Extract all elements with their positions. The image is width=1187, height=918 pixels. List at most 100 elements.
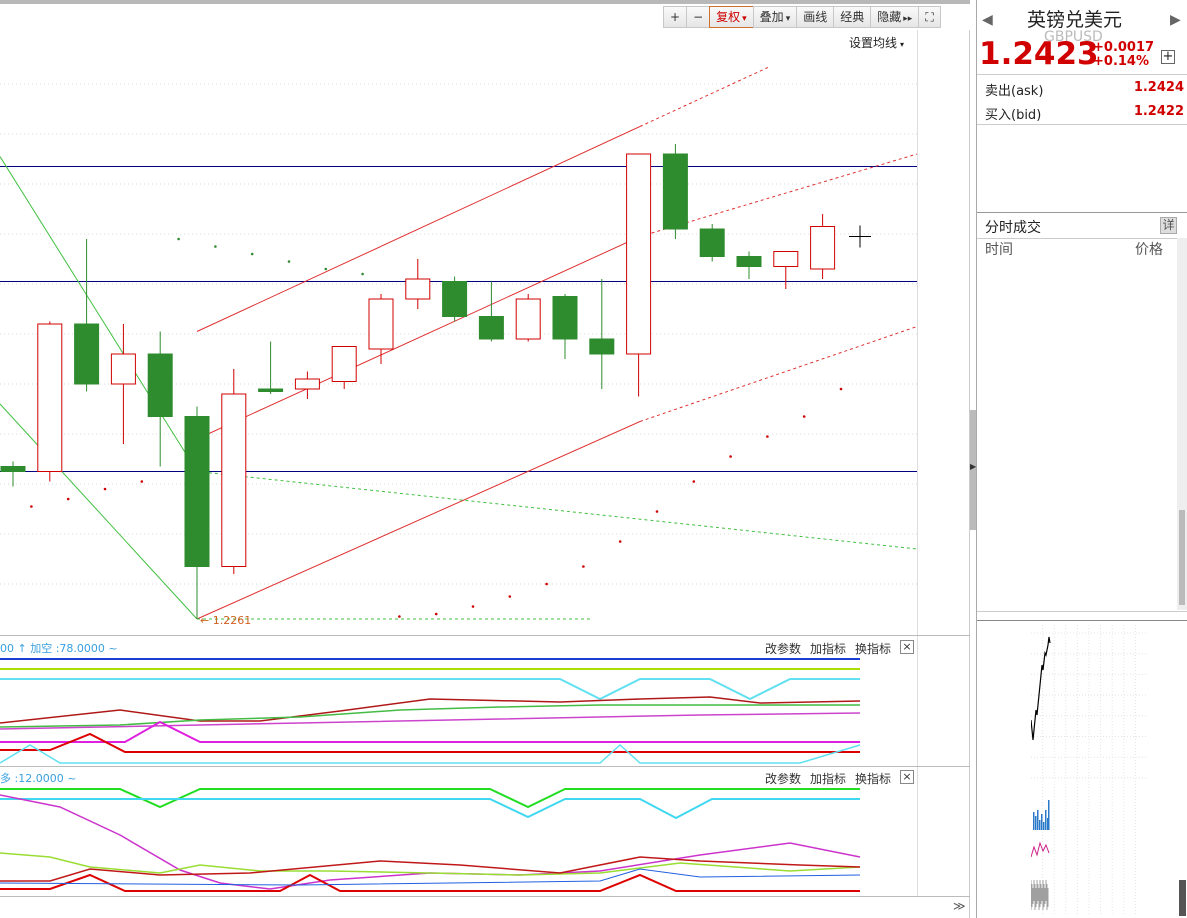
indicator1-label[interactable]: 00 ↑ 加空 :78.0000 ~ bbox=[0, 640, 118, 656]
zoom-in-button[interactable]: + bbox=[663, 6, 688, 28]
fuquan-button[interactable]: 复权 ▾ bbox=[709, 6, 754, 28]
price-change-pct: +0.14% bbox=[1093, 54, 1149, 69]
indicator1-chart[interactable] bbox=[0, 655, 917, 765]
indicator2-label[interactable]: 多 :12.0000 ~ bbox=[0, 770, 76, 786]
zoom-out-button[interactable]: − bbox=[686, 6, 711, 28]
expand-left-handle[interactable] bbox=[970, 410, 976, 530]
price-change: +0.0017 bbox=[1093, 40, 1155, 55]
ind2-line-lime bbox=[0, 852, 861, 876]
indicator1-value: 加空 :78.0000 bbox=[30, 642, 105, 655]
divider bbox=[977, 74, 1187, 75]
sar-dot bbox=[729, 455, 732, 458]
ticks-scrollbar-thumb[interactable] bbox=[1179, 510, 1185, 605]
candle-body bbox=[442, 281, 468, 317]
channel-upper-extension bbox=[639, 66, 771, 127]
candle-body bbox=[37, 323, 63, 472]
sar-dot bbox=[802, 415, 806, 418]
intraday-mini-chart[interactable] bbox=[1031, 625, 1147, 915]
next-symbol-icon[interactable]: ▶ bbox=[1170, 12, 1181, 28]
chevron-down-icon: ▾ bbox=[742, 14, 747, 24]
ticks-scrollbar[interactable] bbox=[1177, 238, 1187, 610]
indicator1-switch-button[interactable]: 换指标 bbox=[855, 642, 892, 656]
indicator1-close-icon[interactable]: × bbox=[900, 640, 914, 654]
ticks-title: 分时成交 bbox=[985, 220, 1041, 236]
mini-volume-bar bbox=[1041, 814, 1043, 830]
scroll-right-icon[interactable]: ≫ bbox=[953, 899, 966, 913]
sar-dot bbox=[324, 267, 328, 271]
tick-row bbox=[977, 257, 1167, 273]
tick-row bbox=[977, 321, 1167, 337]
sar-dot bbox=[361, 272, 364, 276]
trend-line-lower bbox=[0, 403, 198, 620]
candle-body bbox=[699, 228, 725, 257]
tick-row bbox=[977, 305, 1167, 321]
sar-dot bbox=[250, 252, 254, 256]
prev-symbol-icon[interactable]: ◀ bbox=[982, 12, 993, 28]
expand-left-icon: ▶ bbox=[970, 462, 977, 471]
ind2-line-magenta bbox=[0, 794, 861, 890]
candle-body bbox=[552, 296, 578, 340]
divider bbox=[977, 620, 1187, 621]
candle-body bbox=[74, 323, 100, 385]
arrow-up-icon: ↑ bbox=[17, 642, 27, 655]
candlestick-chart[interactable]: ← 1.2261 bbox=[0, 36, 970, 634]
indicator2-chart[interactable] bbox=[0, 785, 917, 897]
mini-volume-bar bbox=[1047, 818, 1049, 830]
tick-row bbox=[977, 401, 1167, 417]
bid-value: 1.2422 bbox=[1133, 104, 1184, 119]
fullscreen-icon[interactable]: ⛶ bbox=[918, 6, 941, 28]
sar-dot bbox=[508, 595, 512, 598]
low-marker-label: ← 1.2261 bbox=[200, 614, 251, 627]
indicator2-divider bbox=[0, 766, 970, 767]
hide-button[interactable]: 隐藏 ▸▸ bbox=[870, 6, 920, 28]
tick-row bbox=[977, 545, 1167, 561]
tick-row bbox=[977, 353, 1167, 369]
indicator1-add-button[interactable]: 加指标 bbox=[810, 642, 847, 656]
indicator2-close-icon[interactable]: × bbox=[900, 770, 914, 784]
mini-volume-bar bbox=[1035, 816, 1037, 830]
sar-dot bbox=[103, 487, 107, 491]
ind2-line-green bbox=[0, 788, 860, 809]
add-watchlist-button[interactable]: + bbox=[1161, 49, 1175, 64]
indicator1-divider bbox=[0, 635, 970, 636]
indicator2-add-button[interactable]: 加指标 bbox=[810, 772, 847, 786]
classic-button[interactable]: 经典 bbox=[833, 6, 872, 28]
indicator2-params-button[interactable]: 改参数 bbox=[765, 772, 802, 786]
ticks-detail-button[interactable]: 详 bbox=[1160, 217, 1177, 234]
ind1-line-red bbox=[0, 732, 860, 753]
chevron-down-icon: ▾ bbox=[900, 40, 905, 49]
candle-body bbox=[478, 316, 504, 340]
candle-body bbox=[589, 338, 615, 355]
sar-dot bbox=[582, 565, 585, 568]
ma-settings-button[interactable]: 设置均线 ▾ bbox=[849, 34, 904, 51]
tick-row bbox=[977, 337, 1167, 353]
tick-row bbox=[977, 273, 1167, 289]
mini-volume-bar bbox=[1048, 800, 1050, 830]
channel-lower-extension bbox=[639, 326, 918, 422]
ask-value: 1.2424 bbox=[1133, 80, 1184, 95]
tick-row bbox=[977, 369, 1167, 385]
indicator2-switch-button[interactable]: 换指标 bbox=[855, 772, 892, 786]
candle-body bbox=[258, 388, 284, 392]
indicator2-value: 多 :12.0000 bbox=[0, 772, 64, 785]
indicator1-params-button[interactable]: 改参数 bbox=[765, 642, 802, 656]
sar-dot bbox=[398, 615, 401, 618]
candle-body bbox=[736, 256, 762, 267]
ind2-line-blue bbox=[0, 868, 861, 886]
sar-dot bbox=[839, 387, 843, 391]
overlay-button[interactable]: 叠加 ▾ bbox=[752, 6, 798, 28]
draw-line-button[interactable]: 画线 bbox=[796, 6, 835, 28]
tick-row bbox=[977, 497, 1167, 513]
tick-row bbox=[977, 417, 1167, 433]
mini-volume-bar bbox=[1037, 810, 1039, 830]
sar-dot bbox=[766, 435, 769, 438]
panel-scrollbar-thumb[interactable] bbox=[1179, 880, 1186, 916]
ticks-head-price: 价格 bbox=[1135, 242, 1163, 258]
ticks-head-time: 时间 bbox=[985, 242, 1013, 258]
mini-volume-bar bbox=[1039, 820, 1041, 830]
last-price: 1.2423 bbox=[979, 36, 1099, 72]
tick-row bbox=[977, 529, 1167, 545]
sar-dot bbox=[471, 605, 475, 608]
candle-body bbox=[0, 466, 26, 472]
